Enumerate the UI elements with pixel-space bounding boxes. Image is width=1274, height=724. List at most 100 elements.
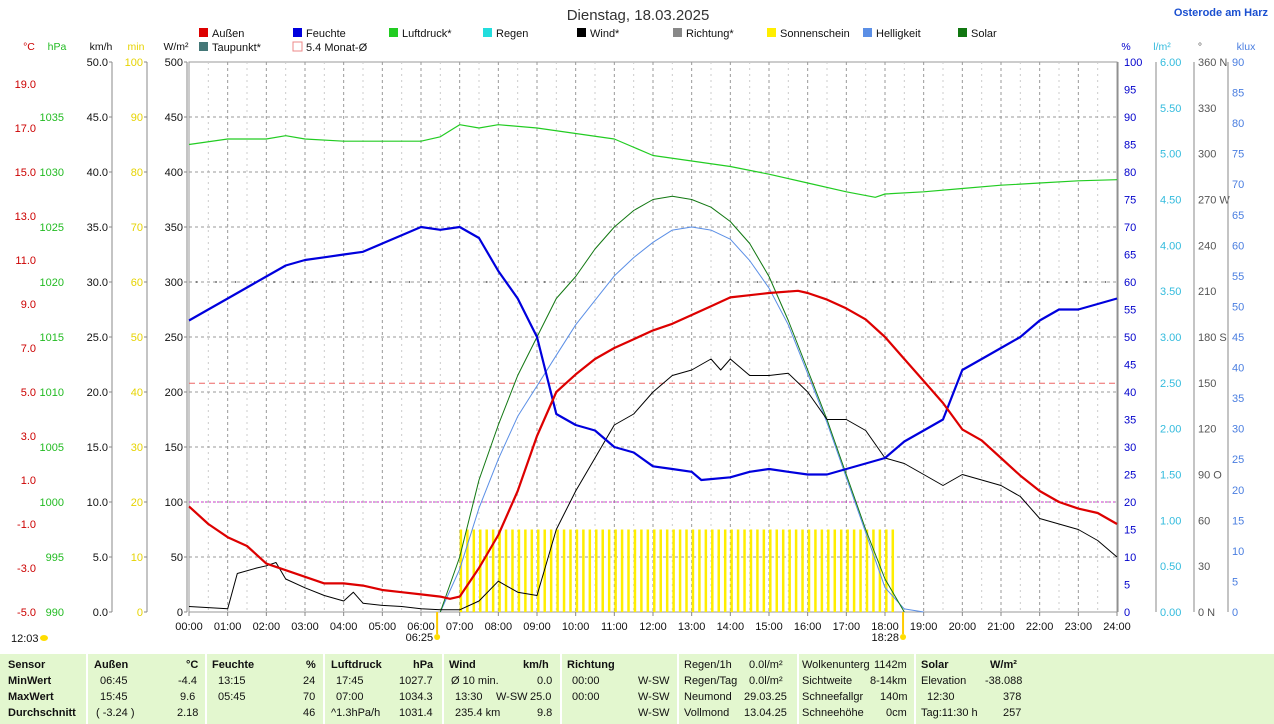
sensor-header: Sensor: [8, 659, 46, 671]
chart-title: Dienstag, 18.03.2025: [567, 7, 710, 24]
sunshine-bar: [472, 529, 476, 612]
axis-tick-label-left: 1015: [40, 332, 64, 344]
axis-tick-label-left: 3.0: [21, 431, 36, 443]
axis-tick-label-right: 90: [1124, 112, 1136, 124]
sunshine-bar: [807, 529, 811, 612]
dewpoint-dot: [1007, 281, 1010, 283]
axis-tick-label-left: 300: [165, 277, 183, 289]
wolken-label: Wolkenunterg: [802, 659, 870, 671]
neumond-label: Neumond: [684, 691, 732, 703]
sunshine-bar: [878, 529, 882, 612]
wind-title: Wind: [449, 659, 476, 671]
axis-tick-label-left: 1035: [40, 112, 64, 124]
axis-tick-label-left: 7.0: [21, 343, 36, 355]
axis-tick-label-left: 15.0: [15, 167, 36, 179]
axis-tick-label-right: 150: [1198, 378, 1216, 390]
neumond: 29.03.25: [744, 691, 787, 703]
solar-unit: W/m²: [990, 659, 1017, 671]
dewpoint-dot: [543, 281, 546, 283]
sunshine-bar: [640, 529, 643, 612]
legend-swatch: [292, 41, 303, 52]
dewpoint-dot: [930, 281, 933, 283]
axis-tick-label-left: 70: [131, 222, 143, 234]
luftdruck-unit: hPa: [413, 659, 434, 671]
sunshine-bar: [504, 529, 508, 612]
axis-tick-label-left: 15.0: [87, 442, 108, 454]
grid: [188, 61, 1118, 613]
sunshine-bar: [556, 529, 559, 612]
legend-label: Wind*: [590, 28, 620, 40]
axis-tick-label-right: 15: [1232, 515, 1244, 527]
sunshine-bar: [794, 529, 798, 612]
station-location: Osterode am Harz: [1174, 7, 1269, 19]
sunshine-bar: [524, 529, 527, 612]
axis-tick-label-left: 45.0: [87, 112, 108, 124]
axis-tick-label-left: 995: [46, 552, 64, 564]
richtung-max-time: 00:00: [572, 691, 600, 703]
series-line-luftdruck: [188, 124, 1118, 198]
sunshine-bar: [466, 529, 469, 612]
sunshine-bar: [491, 529, 495, 612]
sunshine-bar: [601, 529, 604, 612]
sunshine-bar: [685, 529, 688, 612]
axis-tick-label-right: 55: [1124, 305, 1136, 317]
sunshine-bar: [788, 529, 791, 612]
aussen-max: 9.6: [180, 691, 196, 703]
axis-tick-label-left: 19.0: [15, 79, 36, 91]
solar-avg: 257: [1003, 707, 1022, 719]
legend-label: Richtung*: [686, 28, 734, 40]
sunshine-bar: [595, 529, 598, 612]
axis-unit-left: min: [128, 41, 145, 53]
x-tick-label: 23:00: [1065, 621, 1093, 633]
solar-max: 378: [1003, 691, 1022, 703]
legend-swatch: [863, 28, 872, 37]
x-tick-label: 18:00: [871, 621, 899, 633]
axis-tick-label-right: 0: [1124, 607, 1130, 619]
legend-label: 5.4 Monat-Ø: [306, 42, 368, 54]
row-label-max: MaxWert: [8, 691, 54, 703]
legend-label: Feuchte: [306, 28, 346, 40]
x-tick-label: 00:00: [175, 621, 203, 633]
dewpoint-dot: [350, 281, 353, 283]
legend-swatch: [483, 28, 492, 37]
axis-tick-label-right: 70: [1232, 179, 1244, 191]
dewpoint-dot: [775, 281, 778, 283]
axis-tick-label-left: 35.0: [87, 222, 108, 234]
axis-tick-label-left: 50: [171, 552, 183, 564]
wind-max: 25.0: [530, 691, 552, 703]
axis-tick-label-right: 85: [1232, 88, 1244, 100]
axis-tick-label-right: 65: [1124, 250, 1136, 262]
elevation-label: Elevation: [921, 675, 967, 687]
x-tick-label: 08:00: [485, 621, 513, 633]
x-tick-label: 03:00: [291, 621, 319, 633]
dewpoint-dot: [853, 281, 855, 283]
legend: Außen Feuchte Luftdruck* Regen Wind* Richtung…: [199, 28, 997, 54]
x-tick-label: 05:00: [369, 621, 397, 633]
axis-tick-label-left: 50: [131, 332, 143, 344]
axis-tick-label-right: 5: [1124, 580, 1130, 592]
sunshine-bar: [459, 529, 463, 612]
x-tick-label: 15:00: [755, 621, 783, 633]
axis-tick-label-right: 360 N: [1198, 57, 1227, 69]
x-tick-label: 11:00: [601, 621, 628, 633]
sunshine-bar: [698, 529, 701, 612]
axis-tick-label-left: 450: [165, 112, 183, 124]
wolken: 1142m: [874, 659, 907, 671]
aussen-avg: 2.18: [177, 707, 199, 719]
axis-tick-label-right: 20: [1124, 497, 1136, 509]
aussen-unit: °C: [186, 659, 199, 671]
sunshine-bar: [859, 529, 862, 612]
dewpoint-dot: [698, 281, 701, 283]
axis-tick-label-left: 1000: [40, 497, 64, 509]
wind-distance: 235.4 km: [455, 707, 501, 719]
sunset-sun-icon: [900, 634, 907, 640]
axis-tick-label-right: 55: [1232, 271, 1244, 283]
axis-tick-label-left: 5.0: [93, 552, 108, 564]
axis-tick-label-right: 25: [1124, 470, 1136, 482]
axis-tick-label-right: 5.50: [1160, 103, 1181, 115]
axis-tick-label-left: 350: [165, 222, 183, 234]
schneefallgr: 140m: [880, 691, 908, 703]
axis-tick-label-right: 180 S: [1198, 332, 1227, 344]
axis-tick-label-left: 11.0: [15, 255, 36, 267]
axis-tick-label-left: 0.0: [93, 607, 108, 619]
